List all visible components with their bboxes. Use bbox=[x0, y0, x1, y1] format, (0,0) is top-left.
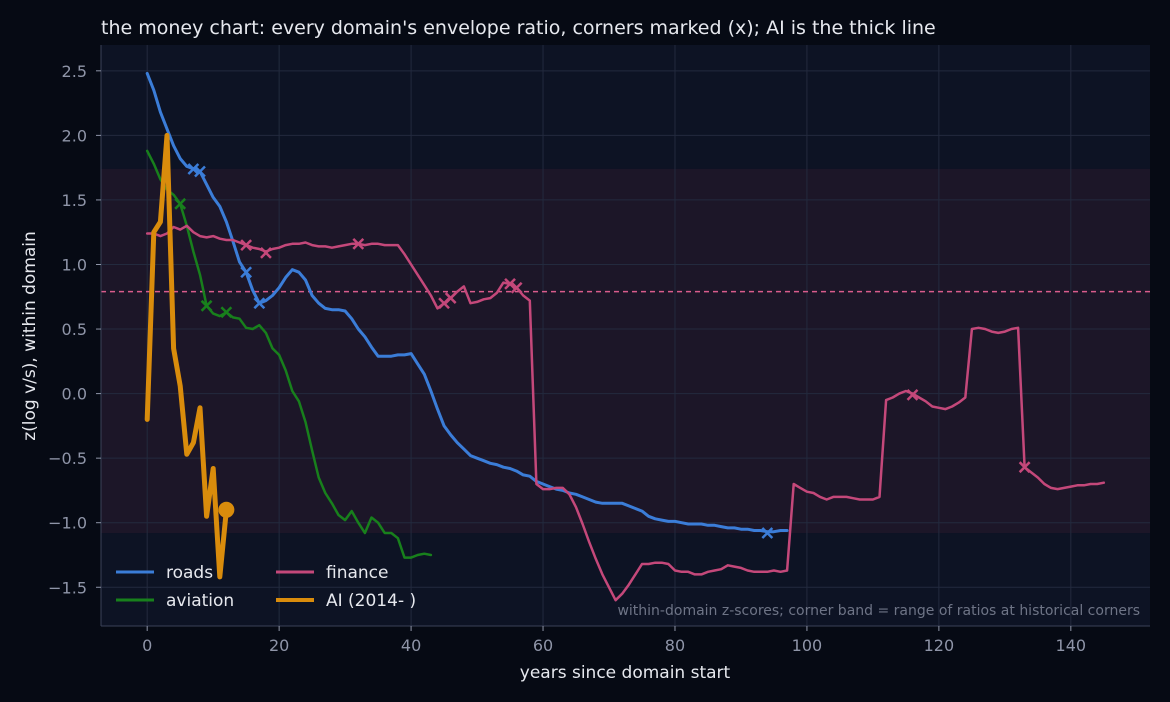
y-tick-label: 0.0 bbox=[62, 385, 87, 404]
chart-title: the money chart: every domain's envelope… bbox=[101, 17, 936, 39]
corner-marker-finance bbox=[260, 246, 272, 259]
corner-marker-stroke bbox=[260, 246, 272, 259]
y-tick-label: −1.5 bbox=[48, 578, 87, 597]
corner-marker-stroke bbox=[220, 306, 233, 319]
corner-marker-finance bbox=[240, 239, 253, 252]
corner-marker-stroke bbox=[174, 197, 187, 210]
series-endpoint-ai-2014 bbox=[218, 501, 235, 518]
legend-label: finance bbox=[326, 563, 388, 583]
corner-marker-stroke bbox=[906, 389, 919, 401]
series-line-ai-2014 bbox=[144, 132, 229, 580]
legend-label: AI (2014- ) bbox=[326, 591, 416, 611]
series-line-finance bbox=[145, 224, 1106, 602]
corner-marker-stroke bbox=[240, 266, 253, 279]
corner-marker-roads bbox=[240, 266, 253, 279]
corner-marker-roads bbox=[253, 297, 266, 310]
legend-label: roads bbox=[166, 563, 213, 583]
x-tick-label: 40 bbox=[401, 636, 421, 655]
y-tick-label: 2.5 bbox=[62, 62, 87, 81]
corner-marker-finance bbox=[444, 292, 457, 304]
corner-marker-aviation bbox=[174, 197, 187, 210]
x-tick-label: 120 bbox=[924, 636, 955, 655]
x-axis-label: years since domain start bbox=[520, 663, 731, 683]
series-line-roads bbox=[145, 71, 789, 534]
legend-label: aviation bbox=[166, 591, 234, 611]
x-tick-label: 0 bbox=[142, 636, 152, 655]
corner-marker-roads bbox=[194, 165, 206, 178]
y-tick-label: 2.0 bbox=[62, 126, 87, 145]
corner-marker-stroke bbox=[504, 277, 516, 290]
plot-area: 0 20 40 60 80 100 120 140 2.5 2.0 1.5 1.0 0.5 0.0 −0.5… bbox=[48, 45, 1150, 655]
corner-marker-roads bbox=[761, 527, 774, 539]
corner-marker-stroke bbox=[200, 299, 213, 312]
corner-marker-stroke bbox=[352, 237, 365, 250]
y-tick-label: −1.0 bbox=[48, 514, 87, 533]
x-tick-label: 80 bbox=[665, 636, 685, 655]
y-axis-label: z(log v/s), within domain bbox=[20, 231, 40, 441]
series-line-aviation bbox=[145, 149, 433, 559]
corner-marker-aviation bbox=[200, 299, 213, 312]
corner-marker-stroke bbox=[253, 297, 266, 310]
corner-marker-finance bbox=[906, 389, 919, 401]
y-tick-label: 0.5 bbox=[62, 320, 87, 339]
corner-marker-stroke bbox=[194, 165, 206, 178]
corner-marker-stroke bbox=[761, 527, 774, 539]
corner-band bbox=[101, 168, 1150, 534]
corner-marker-finance bbox=[352, 237, 365, 250]
corner-marker-aviation bbox=[220, 306, 233, 319]
corner-marker-stroke bbox=[1018, 461, 1031, 474]
corner-marker-finance bbox=[504, 277, 516, 290]
corner-marker-stroke bbox=[240, 239, 253, 252]
y-tick-label: 1.0 bbox=[62, 255, 87, 274]
corner-marker-stroke bbox=[510, 281, 523, 294]
x-tick-label: 100 bbox=[792, 636, 823, 655]
y-tick-label: −0.5 bbox=[48, 449, 87, 468]
corner-marker-roads bbox=[187, 163, 200, 175]
corner-marker-finance bbox=[1018, 461, 1031, 474]
corner-marker-finance bbox=[510, 281, 523, 294]
corner-marker-stroke bbox=[187, 163, 200, 175]
x-tick-label: 20 bbox=[269, 636, 289, 655]
chart-annotation: within-domain z-scores; corner band = ra… bbox=[617, 603, 1140, 619]
y-tick-label: 1.5 bbox=[62, 191, 87, 210]
x-tick-label: 60 bbox=[533, 636, 553, 655]
x-tick-label: 140 bbox=[1056, 636, 1087, 655]
corner-marker-stroke bbox=[444, 292, 457, 304]
